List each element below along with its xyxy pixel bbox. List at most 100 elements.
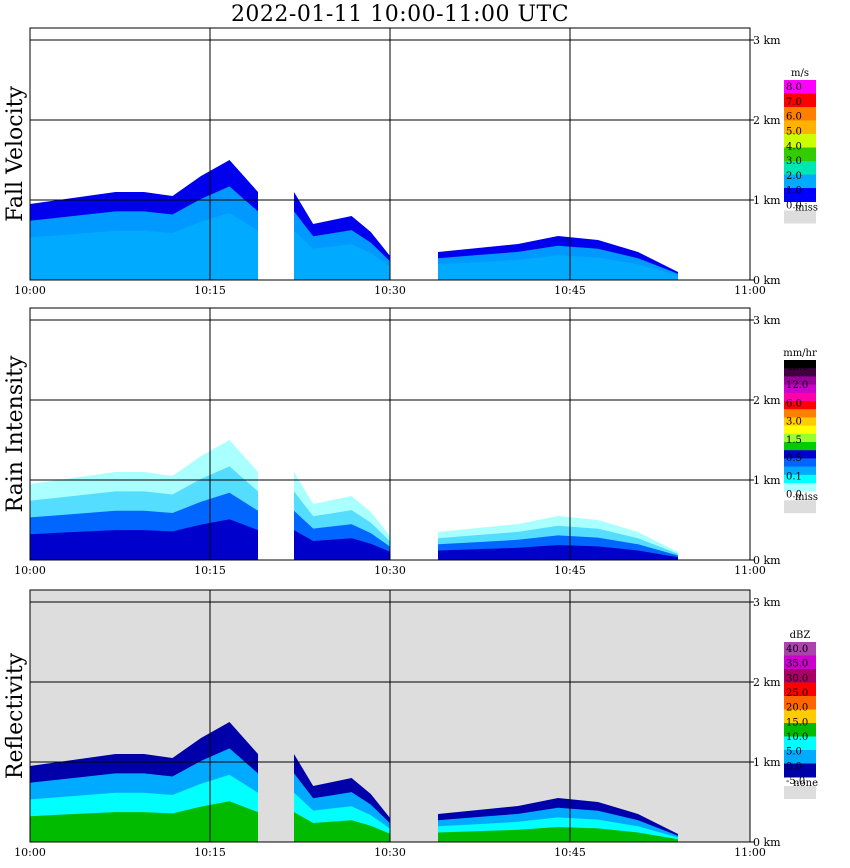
y-tick-label: 1 km: [753, 194, 781, 207]
y-tick-label: 2 km: [753, 676, 781, 689]
echo-region-1-layer-4: [30, 801, 258, 842]
y-tick-label: 0 km: [753, 274, 781, 287]
x-tick-label: 10:30: [374, 846, 406, 859]
x-tick-label: 11:00: [734, 846, 766, 859]
legend-label: 1.5: [786, 435, 802, 446]
legend-label: 30.0: [786, 673, 808, 684]
y-tick-label: 2 km: [753, 114, 781, 127]
legend-label: 0.0: [786, 201, 802, 212]
y-tick-label: 3 km: [753, 596, 781, 609]
legend-swatch: [784, 655, 816, 670]
legend-swatch: [784, 360, 816, 369]
legend-swatch: [784, 417, 816, 427]
legend-swatch: [784, 642, 816, 656]
legend-label: 35.0: [786, 659, 808, 670]
x-tick-label: 11:00: [734, 284, 766, 297]
legend-label: 3.0: [786, 417, 802, 428]
echo-region-1-layer-3: [30, 212, 258, 280]
panel-fall-velocity: 0 km 1 km 2 km 3 km 10:00 10:15 10:30 10:45 11:0…: [3, 27, 818, 297]
y-tick-label: 0 km: [753, 554, 781, 567]
legend-swatch: [784, 433, 816, 443]
y-tick-label: 1 km: [753, 474, 781, 487]
legend-miss-label: miss: [795, 492, 818, 503]
legend-swatch: [784, 120, 816, 135]
legend-swatch: [784, 368, 816, 377]
legend-swatch: [784, 80, 816, 94]
legend-unit: dBZ: [790, 630, 811, 641]
legend-label: 2.0: [786, 171, 802, 182]
legend-swatch: [784, 384, 816, 394]
legend-swatch: [784, 392, 816, 402]
x-tick-label: 10:45: [554, 846, 586, 859]
legend-swatch: [784, 147, 816, 162]
legend-swatch: [784, 458, 816, 468]
legend-swatch: [784, 376, 816, 386]
chart-title: 2022-01-11 10:00-11:00 UTC: [230, 2, 570, 27]
x-tick-label: 10:45: [554, 284, 586, 297]
legend-swatch: [784, 442, 816, 451]
legend-swatch: [784, 161, 816, 175]
legend-label: 7.0: [786, 97, 802, 108]
x-tick-label: 10:00: [14, 564, 46, 577]
legend-label: 0.5: [786, 453, 802, 464]
legend-label: 25.0: [786, 688, 808, 699]
legend-label: 5.0: [786, 747, 802, 758]
legend-label: 12.0: [786, 380, 808, 391]
legend-swatch: [784, 696, 816, 710]
legend-swatch: [784, 709, 816, 724]
legend-miss-label: none: [793, 778, 818, 789]
echo-region-3-layer-4: [438, 545, 678, 560]
legend-swatch: [784, 107, 816, 121]
plot-frame: [29, 589, 751, 843]
legend-label: 1.0: [786, 186, 802, 197]
legend-label: 3.0: [786, 156, 802, 167]
legend-label: 0.1: [786, 471, 802, 482]
legend-miss-swatch: [784, 786, 816, 799]
legend-miss-swatch: [784, 500, 816, 514]
legend-label: 20.0: [786, 703, 808, 714]
legend-label: -5.0: [786, 776, 805, 787]
legend-label: 5.0: [786, 126, 802, 137]
echo-region-2-layer-3: [294, 230, 390, 280]
panel-ylabel: Rain Intensity: [3, 355, 28, 512]
panel-rain-intensity: 0 km 1 km 2 km 3 km 10:00 10:15 10:30 10:45 11:0…: [3, 307, 818, 577]
echo-region-1-layer-4: [30, 519, 258, 560]
legend-label: 15.0: [786, 717, 808, 728]
legend-label: 0.0: [786, 761, 802, 772]
legend-label: 8.0: [786, 82, 802, 93]
x-tick-label: 10:00: [14, 846, 46, 859]
legend-swatch: [784, 401, 816, 410]
echo-region-3-layer-4: [438, 827, 678, 842]
legend-label: 4.0: [786, 141, 802, 152]
plot-frame: [29, 27, 751, 281]
legend-swatch: [784, 763, 816, 778]
echo-region-2-layer-4: [294, 530, 390, 560]
legend-label: 0.0: [786, 490, 802, 501]
legend-swatch: [784, 474, 816, 484]
legend-miss-label: miss: [795, 203, 818, 214]
legend-swatch: [784, 188, 816, 202]
y-tick-label: 1 km: [753, 756, 781, 769]
x-tick-label: 10:15: [194, 846, 226, 859]
x-tick-label: 11:00: [734, 564, 766, 577]
legend-swatch: [784, 425, 816, 435]
legend-unit: mm/hr: [783, 348, 817, 359]
x-tick-label: 10:00: [14, 284, 46, 297]
legend-label: 6.0: [786, 398, 802, 409]
y-tick-label: 2 km: [753, 394, 781, 407]
y-tick-label: 3 km: [753, 314, 781, 327]
legend-label: 10.0: [786, 732, 808, 743]
legend-label: 6.0: [786, 112, 802, 123]
echo-region-3-layer-3: [438, 255, 678, 280]
x-tick-label: 10:30: [374, 564, 406, 577]
legend-swatch: [784, 750, 816, 764]
legend-swatch: [784, 93, 816, 108]
legend-swatch: [784, 409, 816, 418]
legend-miss-swatch: [784, 210, 816, 224]
legend-swatch: [784, 174, 816, 189]
x-tick-label: 10:30: [374, 284, 406, 297]
legend-swatch: [784, 669, 816, 683]
x-tick-label: 10:15: [194, 564, 226, 577]
panel-ylabel: Fall Velocity: [3, 86, 28, 222]
